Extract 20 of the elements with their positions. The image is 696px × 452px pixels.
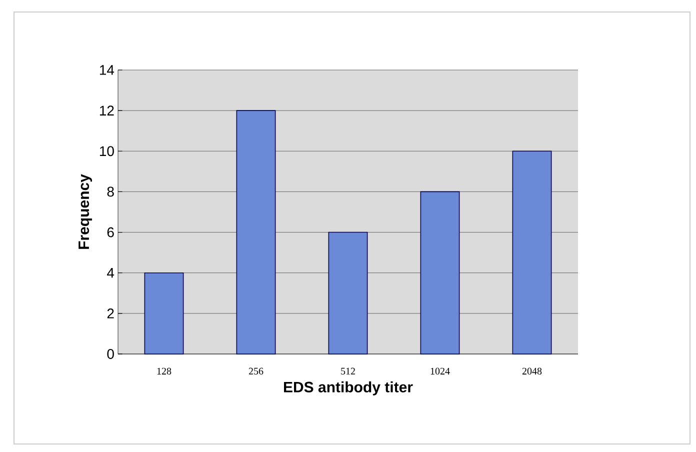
x-axis-title: EDS antibody titer bbox=[284, 381, 413, 396]
bar bbox=[236, 110, 276, 354]
y-tick-label: 12 bbox=[100, 106, 114, 116]
y-tick-label: 8 bbox=[107, 186, 114, 197]
bar bbox=[420, 191, 460, 354]
x-tick-label: 256 bbox=[248, 368, 264, 375]
x-tick-label: 128 bbox=[157, 368, 172, 375]
y-tick-label: 14 bbox=[100, 65, 114, 75]
y-axis-title: Frequency bbox=[78, 174, 92, 249]
y-tick-label: 4 bbox=[107, 268, 114, 278]
x-tick-label: 1024 bbox=[430, 368, 450, 375]
bar bbox=[144, 272, 184, 354]
bar bbox=[328, 232, 368, 354]
y-tick-label: 10 bbox=[100, 146, 114, 156]
y-tick-label: 6 bbox=[107, 227, 114, 238]
x-tick-label: 512 bbox=[341, 368, 355, 375]
bar bbox=[512, 150, 552, 354]
y-tick-label: 0 bbox=[107, 349, 114, 359]
x-tick-label: 2048 bbox=[522, 368, 542, 375]
y-tick-label: 2 bbox=[107, 308, 114, 318]
